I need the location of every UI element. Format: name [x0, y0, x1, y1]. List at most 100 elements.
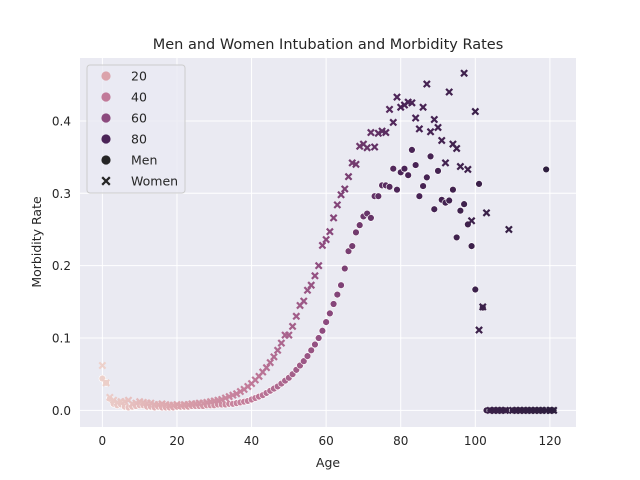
men-point — [415, 192, 424, 200]
men-point — [322, 318, 330, 326]
men-point — [452, 233, 461, 242]
women-point — [292, 312, 301, 321]
women-point — [236, 387, 245, 396]
women-point — [463, 165, 472, 174]
women-point — [277, 339, 286, 347]
women-point — [314, 261, 323, 270]
men-point — [411, 161, 420, 169]
x-tick-label: 40 — [244, 434, 259, 448]
legend-hue-marker — [101, 134, 111, 144]
women-point — [549, 406, 558, 415]
women-point — [333, 200, 342, 209]
men-point — [318, 327, 327, 335]
men-point — [471, 285, 480, 294]
women-point — [445, 88, 454, 96]
men-point — [423, 173, 431, 182]
women-point — [422, 80, 431, 88]
men-point — [355, 221, 364, 229]
y-axis-label: Morbidity Rate — [29, 196, 44, 288]
men-point — [374, 192, 383, 200]
legend: 20 40 60 80 Men Women — [86, 64, 186, 194]
women-point — [299, 297, 308, 305]
legend-hue-label: 80 — [131, 132, 147, 147]
legend-style-marker — [101, 155, 111, 165]
women-point — [325, 227, 334, 236]
women-point — [340, 185, 349, 193]
women-point — [98, 361, 107, 370]
women-point — [389, 118, 398, 127]
men-point — [434, 167, 442, 175]
men-point — [430, 205, 438, 213]
men-point — [333, 290, 342, 299]
women-point — [501, 406, 510, 415]
women-point — [426, 127, 435, 136]
women-point — [452, 144, 461, 153]
x-tick-label: 120 — [538, 434, 561, 448]
legend-hue-marker — [101, 92, 111, 102]
women-point — [270, 352, 278, 361]
women-point — [288, 322, 297, 331]
women-point — [318, 241, 327, 250]
x-tick-label: 60 — [318, 434, 333, 448]
women-point — [460, 69, 468, 78]
women-point — [109, 396, 118, 405]
men-point — [352, 228, 360, 237]
women-point — [337, 190, 345, 199]
legend-hue-label: 20 — [131, 69, 147, 84]
y-tick-label: 0.3 — [52, 187, 71, 201]
men-point — [348, 242, 356, 250]
women-point — [456, 162, 465, 171]
women-point — [311, 271, 319, 280]
men-point — [307, 346, 315, 355]
men-point — [426, 152, 435, 161]
men-point — [341, 264, 349, 273]
men-point — [400, 165, 409, 173]
x-tick-label: 20 — [169, 434, 184, 448]
women-point — [434, 123, 442, 132]
men-point — [389, 165, 397, 173]
y-tick-label: 0.2 — [52, 259, 71, 273]
men-point — [408, 146, 416, 154]
women-point — [411, 114, 420, 122]
women-point — [367, 128, 375, 137]
men-point — [329, 300, 338, 308]
women-point — [102, 378, 110, 387]
men-point — [337, 281, 345, 289]
women-point — [363, 143, 372, 152]
women-point — [385, 105, 394, 114]
women-point — [352, 160, 360, 169]
women-point — [437, 136, 446, 145]
women-point — [307, 281, 316, 290]
women-point — [393, 93, 401, 101]
y-tick-label: 0.1 — [52, 332, 71, 346]
women-point — [266, 358, 275, 367]
women-point — [374, 129, 383, 138]
chart-title: Men and Women Intubation and Morbidity R… — [153, 37, 504, 53]
tick-labels: 0 20 40 60 80 100 120 0.0 0.1 0.2 0.3 0.4 — [52, 114, 561, 448]
men-point — [311, 340, 319, 349]
women-point — [482, 208, 491, 217]
men-point — [467, 242, 476, 250]
women-point — [322, 235, 331, 244]
women-point — [467, 216, 476, 225]
men-point — [419, 182, 427, 190]
legend-hue-label: 40 — [131, 90, 147, 105]
women-point — [370, 143, 379, 151]
women-point — [355, 142, 364, 151]
legend-hue-marker — [101, 113, 111, 123]
men-point — [326, 309, 334, 318]
y-tick-label: 0.4 — [52, 114, 71, 128]
legend-style-marker — [101, 176, 111, 186]
men-point — [542, 165, 550, 174]
men-point — [393, 185, 401, 194]
x-axis-label: Age — [316, 455, 340, 470]
women-point — [329, 214, 338, 222]
men-point — [367, 214, 375, 222]
women-point — [415, 125, 424, 133]
women-point — [232, 389, 241, 398]
women-point — [471, 107, 480, 116]
men-point — [460, 200, 468, 208]
legend-hue-label: 60 — [131, 111, 147, 126]
women-point — [396, 103, 405, 112]
